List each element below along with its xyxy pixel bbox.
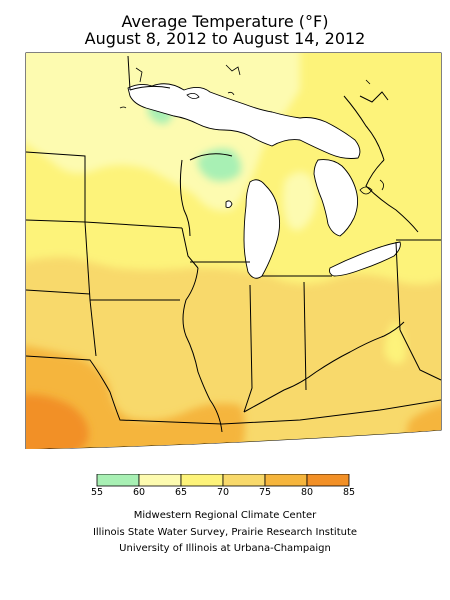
legend-swatch — [306, 474, 350, 487]
legend-tick-label: 70 — [216, 487, 230, 498]
temp-zone-55-60 — [197, 148, 241, 182]
lake-superior — [127, 83, 361, 159]
legend-swatch — [180, 474, 224, 487]
legend-swatch — [96, 474, 140, 487]
legend-tick-label: 60 — [132, 487, 146, 498]
credit-university: University of Illinois at Urbana-Champai… — [119, 543, 331, 554]
credit-survey: Illinois State Water Survey, Prairie Res… — [92, 527, 358, 538]
lake-winnebago — [225, 200, 233, 209]
legend-tick-label: 55 — [90, 487, 104, 498]
credit-center: Midwestern Regional Climate Center — [133, 510, 317, 521]
temperature-map — [25, 52, 442, 449]
legend-tick-label: 85 — [342, 487, 356, 498]
temp-zone-80-85 — [26, 394, 89, 449]
lake-islands — [119, 64, 384, 195]
temperature-legend — [96, 474, 350, 487]
state-boundaries — [25, 151, 442, 433]
map-title: Average Temperature (°F) — [121, 12, 329, 31]
temp-zone-60-65-mi — [283, 171, 317, 231]
lake-erie — [329, 241, 401, 277]
lake-huron — [313, 159, 359, 237]
map-date-range: August 8, 2012 to August 14, 2012 — [84, 29, 366, 48]
legend-swatch — [222, 474, 266, 487]
legend-swatch — [264, 474, 308, 487]
canada-border — [127, 55, 419, 233]
legend-tick-label: 75 — [258, 487, 272, 498]
great-lakes — [127, 83, 401, 279]
legend-tick-label: 80 — [300, 487, 314, 498]
legend-tick-label: 65 — [174, 487, 188, 498]
legend-swatch — [138, 474, 182, 487]
